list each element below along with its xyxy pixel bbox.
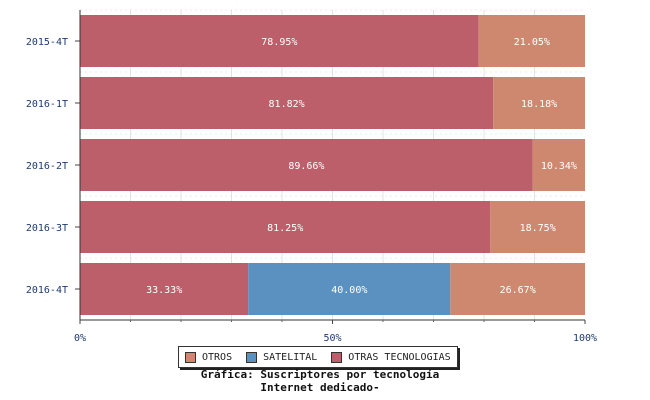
chart-caption: Gráfica: Suscriptores por tecnología Int… [150,368,490,394]
y-tick-label: 2016-3T [26,223,68,234]
caption-line-2: Internet dedicado- [260,381,380,394]
data-label: 26.67% [500,285,536,296]
bar-segment [493,77,585,129]
legend-item-satelital: SATELITAL [246,351,318,363]
data-label: 78.95% [261,37,297,48]
legend-label-otras-tecnologias: OTRAS TECNOLOGIAS [348,351,451,363]
data-label: 81.82% [269,99,305,110]
bar-segment [80,77,494,129]
y-tick-label: 2016-1T [26,99,68,110]
bar-segment [450,263,585,315]
bar-segment [490,201,585,253]
x-tick-label: 100% [573,333,597,344]
data-label: 10.34% [541,161,577,172]
legend-label-otros: OTROS [202,351,233,363]
y-tick-label: 2016-2T [26,161,68,172]
legend-label-satelital: SATELITAL [263,351,318,363]
y-tick-label: 2015-4T [26,37,68,48]
y-tick-label: 2016-4T [26,285,68,296]
bar-segment [478,15,585,67]
data-label: 81.25% [267,223,303,234]
bar-segment [80,15,479,67]
legend-swatch-satelital [246,351,258,363]
legend-item-otras-tecnologias: OTRAS TECNOLOGIAS [331,351,451,363]
bar-segment [532,139,585,191]
data-label: 40.00% [331,285,367,296]
bar-segment [80,201,491,253]
bar-segment [248,263,451,315]
legend-swatch-otros [185,351,196,363]
x-tick-label: 50% [323,333,341,344]
data-label: 33.33% [146,285,182,296]
data-label: 18.18% [521,99,557,110]
x-tick-label: 0% [74,333,86,344]
bar-segment [80,263,249,315]
legend-swatch-otras-tecnologias [331,351,343,363]
caption-line-1: Gráfica: Suscriptores por tecnología [200,368,440,381]
data-label: 21.05% [514,37,550,48]
data-label: 18.75% [520,223,556,234]
data-label: 89.66% [288,161,324,172]
chart-legend: OTROS SATELITAL OTRAS TECNOLOGIAS [178,346,458,368]
legend-item-otros: OTROS [185,351,233,363]
bar-segment [80,139,533,191]
